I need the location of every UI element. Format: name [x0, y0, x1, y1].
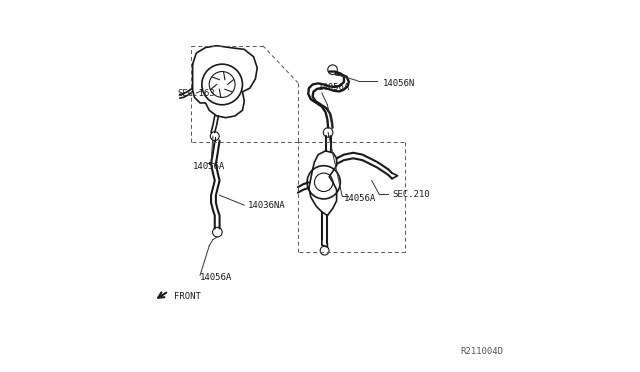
Text: 14056A: 14056A	[318, 83, 351, 92]
Text: FRONT: FRONT	[174, 292, 201, 301]
Text: 14056A: 14056A	[193, 163, 225, 171]
Text: 14056N: 14056N	[383, 79, 415, 88]
Text: 14036NA: 14036NA	[248, 201, 285, 210]
Text: R211004D: R211004D	[460, 347, 503, 356]
Text: SEC.210: SEC.210	[392, 190, 429, 199]
Text: 14056A: 14056A	[344, 194, 376, 203]
Text: 14056A: 14056A	[200, 273, 232, 282]
Text: SEC.163: SEC.163	[178, 89, 216, 97]
